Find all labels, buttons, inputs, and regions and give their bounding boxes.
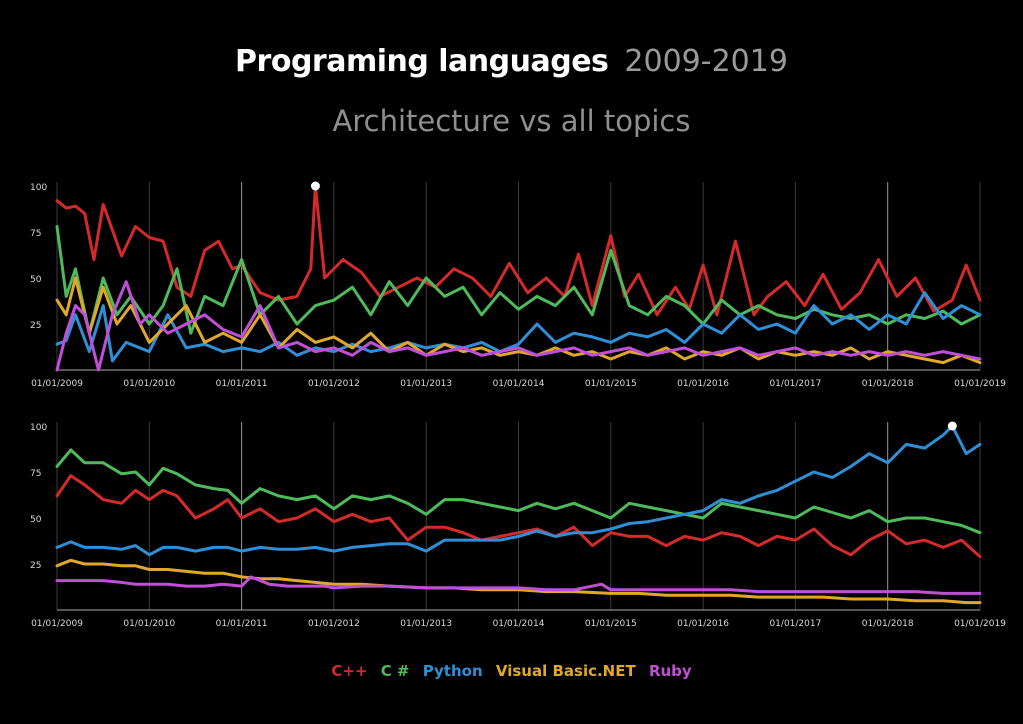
- y-tick-label: 75: [30, 469, 41, 479]
- y-tick-label: 25: [30, 321, 41, 331]
- series-line-c: [55, 184, 982, 317]
- y-tick-label: 25: [30, 561, 41, 571]
- y-tick-label: 50: [30, 515, 42, 525]
- legend-vbnet: Visual Basic.NET: [495, 662, 636, 680]
- chart-title: Programing languages: [235, 44, 609, 79]
- x-tick-label: 01/01/2017: [769, 619, 821, 629]
- chart-subtitle: Architecture vs all topics: [332, 104, 691, 138]
- series-line-c: [55, 474, 982, 559]
- series-line-python: [55, 424, 982, 557]
- x-tick-label: 01/01/2015: [585, 379, 637, 389]
- x-tick-label: 01/01/2010: [123, 619, 175, 629]
- x-tick-label: 01/01/2013: [400, 619, 452, 629]
- series-line-ruby: [55, 575, 982, 595]
- x-tick-label: 01/01/2011: [216, 379, 268, 389]
- legend-python: Python: [422, 662, 483, 680]
- legend: C++ C # Python Visual Basic.NET Ruby: [0, 662, 1023, 680]
- legend-ruby: Ruby: [648, 662, 692, 680]
- series-line-c: [55, 448, 982, 535]
- y-tick-label: 100: [30, 183, 47, 193]
- y-tick-label: 50: [30, 275, 42, 285]
- x-tick-label: 01/01/2012: [308, 379, 360, 389]
- legend-csharp: C #: [380, 662, 410, 680]
- peak-marker: [947, 421, 957, 431]
- x-tick-label: 01/01/2019: [954, 379, 1006, 389]
- x-tick-label: 01/01/2018: [862, 619, 914, 629]
- title-row: Programing languages 2009-2019: [0, 44, 1023, 79]
- x-tick-label: 01/01/2014: [493, 379, 545, 389]
- x-tick-label: 01/01/2017: [769, 379, 821, 389]
- y-tick-label: 100: [30, 423, 47, 433]
- x-tick-label: 01/01/2011: [216, 619, 268, 629]
- y-tick-label: 75: [30, 229, 41, 239]
- peak-marker: [310, 181, 320, 191]
- x-tick-label: 01/01/2010: [123, 379, 175, 389]
- series-line-ruby: [55, 280, 982, 372]
- x-tick-label: 01/01/2016: [677, 379, 729, 389]
- x-tick-label: 01/01/2018: [862, 379, 914, 389]
- x-tick-label: 01/01/2019: [954, 619, 1006, 629]
- x-tick-label: 01/01/2012: [308, 619, 360, 629]
- x-tick-label: 01/01/2009: [31, 619, 83, 629]
- x-tick-label: 01/01/2014: [493, 619, 545, 629]
- legend-cpp: C++: [331, 662, 368, 680]
- chart-years: 2009-2019: [624, 44, 788, 79]
- x-tick-label: 01/01/2015: [585, 619, 637, 629]
- x-tick-label: 01/01/2009: [31, 379, 83, 389]
- x-tick-label: 01/01/2013: [400, 379, 452, 389]
- x-tick-label: 01/01/2016: [677, 619, 729, 629]
